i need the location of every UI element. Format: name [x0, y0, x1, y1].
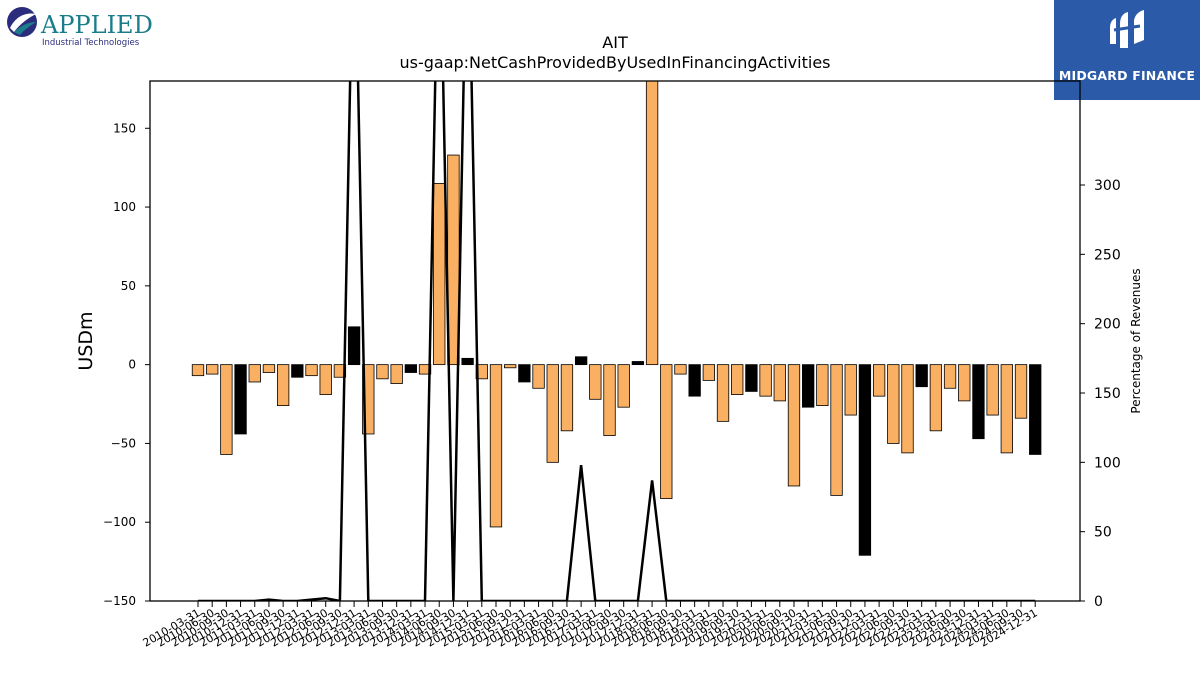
bar-2023-12-31 [972, 364, 985, 440]
bar-2021-09-30 [844, 364, 857, 416]
chart-subtitle: us-gaap:NetCashProvidedByUsedInFinancing… [399, 53, 830, 72]
midgard-finance-logo: MIDGARD FINANCE [1054, 0, 1200, 100]
bar-2017-09-30 [617, 364, 630, 408]
x-axis: 2010-03-312010-06-302010-09-302010-12-31… [141, 601, 1040, 650]
bar-2018-06-30 [660, 364, 673, 499]
bar-2012-06-30 [319, 364, 332, 395]
bar-2013-06-30 [376, 364, 389, 380]
bar-2022-09-30 [901, 364, 914, 454]
bar-2016-03-31 [532, 364, 545, 389]
y2-axis-label: Percentage of Revenues [1129, 268, 1143, 413]
plot-frame [149, 80, 1081, 602]
y2-tick-label: 250 [1094, 247, 1121, 263]
bar-2011-09-30 [276, 364, 290, 407]
bar-2011-12-31 [291, 364, 304, 378]
y2-tick-label: 200 [1094, 317, 1121, 333]
y-axis-label: USDm [75, 311, 97, 370]
bar-2022-12-31 [915, 364, 928, 388]
bar-2017-03-31 [589, 364, 602, 400]
bar-2022-03-31 [872, 364, 886, 397]
y2-tick-label: 100 [1094, 455, 1121, 471]
bar-2024-12-31 [1029, 364, 1042, 455]
applied-industrial-logo: APPLIED Industrial Technologies [7, 7, 153, 48]
bar-2015-12-31 [518, 364, 531, 383]
bar-2024-06-30 [1000, 364, 1013, 454]
chart-title: AIT [602, 33, 628, 52]
bar-2020-03-31 [759, 364, 772, 397]
bar-2022-06-30 [887, 364, 900, 444]
y2-tick-label: 150 [1094, 386, 1121, 402]
bar-2013-12-31 [404, 364, 418, 373]
y-tick-label: 100 [113, 200, 136, 214]
y-tick-label: −150 [103, 594, 136, 608]
bar-2023-03-31 [929, 364, 943, 432]
bar-2010-03-31 [191, 364, 205, 377]
y-tick-label: −100 [103, 515, 136, 529]
bar-2016-06-30 [546, 364, 559, 463]
bar-2023-06-30 [943, 364, 957, 389]
bar-2018-12-31 [688, 364, 701, 397]
y2-tick-label: 300 [1094, 178, 1121, 194]
bar-2014-06-30 [433, 183, 446, 366]
bar-series [191, 80, 1042, 556]
bar-2016-09-30 [560, 364, 574, 432]
bar-2023-09-30 [958, 364, 971, 402]
bar-2019-06-30 [716, 364, 730, 422]
bar-2010-12-31 [234, 364, 247, 435]
bar-2024-03-31 [986, 364, 999, 416]
y2-tick-label: 50 [1094, 525, 1112, 541]
y-tick-label: 150 [113, 121, 136, 135]
percentage-line-series [198, 81, 1036, 601]
bar-2017-06-30 [603, 364, 616, 436]
logo-tagline: Industrial Technologies [42, 38, 140, 48]
bar-2012-03-31 [305, 364, 318, 377]
y2-tick-label: 0 [1094, 594, 1103, 610]
bar-2010-09-30 [220, 364, 233, 455]
bar-2016-12-31 [574, 356, 588, 366]
bar-2018-09-30 [674, 364, 687, 375]
y-tick-label: 0 [128, 358, 136, 372]
bar-2013-09-30 [390, 364, 403, 384]
bar-2024-09-30 [1014, 364, 1028, 419]
y-axis-right: 0 50 100 150 200 250 300 [1080, 178, 1121, 610]
percentage-of-revenues-line [198, 81, 1036, 601]
bar-2021-03-31 [816, 364, 829, 407]
bar-2015-06-30 [489, 364, 503, 528]
bar-2010-06-30 [206, 364, 219, 375]
bar-2012-12-31 [347, 326, 361, 366]
bar-2021-06-30 [830, 364, 843, 496]
bar-2011-03-31 [248, 364, 261, 383]
bar-2013-03-31 [362, 364, 375, 435]
bar-2011-06-30 [262, 364, 276, 373]
bar-2020-12-31 [802, 364, 815, 408]
y-tick-label: 50 [121, 279, 136, 293]
bar-2019-12-31 [745, 364, 758, 392]
bar-2015-09-30 [504, 364, 517, 369]
y-tick-label: −50 [111, 436, 136, 450]
bar-2020-09-30 [787, 364, 801, 487]
midgard-emblem-icon [1110, 10, 1144, 48]
bar-2017-12-31 [631, 361, 645, 366]
bar-2018-03-31 [645, 80, 659, 366]
bar-2019-03-31 [702, 364, 715, 381]
midgard-brand-name: MIDGARD FINANCE [1058, 68, 1196, 83]
bar-2019-09-30 [731, 364, 744, 395]
bar-2021-12-31 [858, 364, 872, 556]
bar-2020-06-30 [773, 364, 786, 402]
y-axis-left: −150 −100 −50 0 50 100 150 [103, 121, 150, 608]
logo-company-name: APPLIED [40, 11, 153, 39]
bar-2014-12-31 [461, 357, 474, 366]
